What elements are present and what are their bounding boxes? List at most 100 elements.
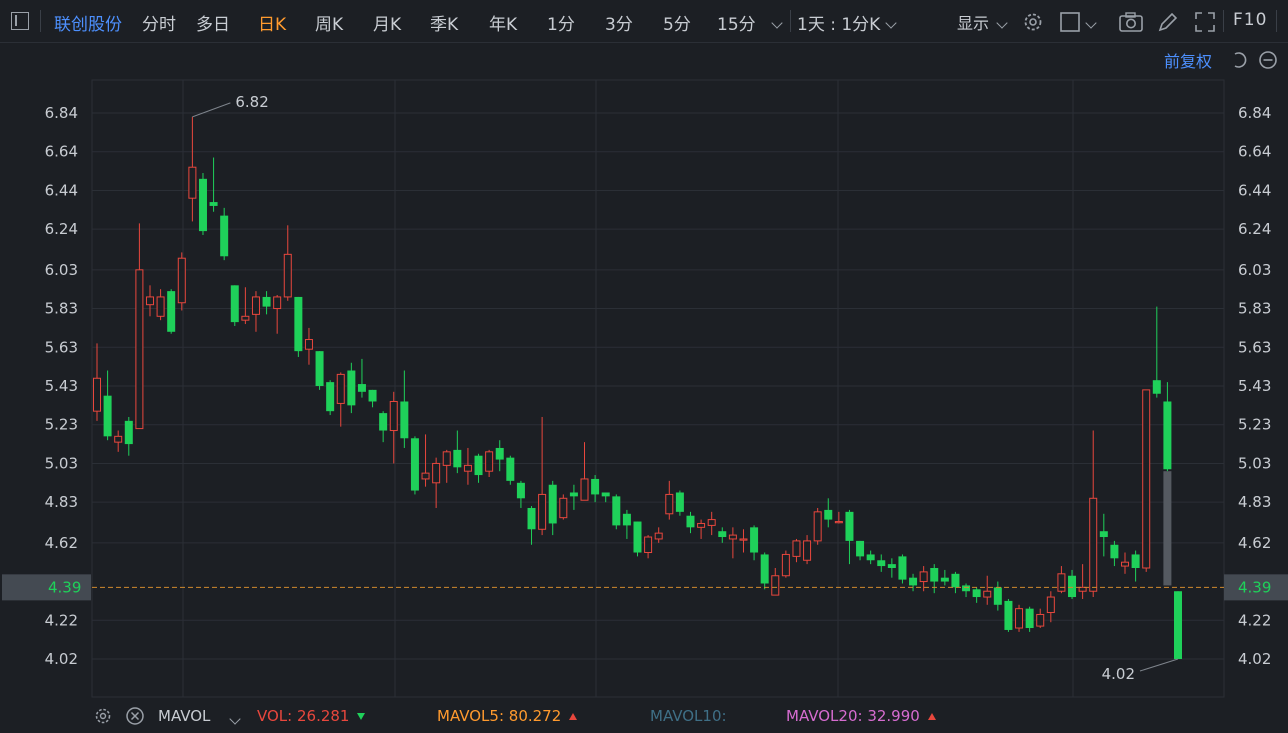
candle-body-up — [813, 511, 822, 542]
current-price-badge-left — [2, 574, 91, 601]
stock-symbol-name[interactable]: 联创股份 — [54, 15, 122, 35]
tab-1-min[interactable]: 1分 — [547, 15, 575, 35]
y-tick-label: 6.84 — [1238, 104, 1271, 122]
candle-body-down — [1004, 600, 1013, 630]
tab-3-min[interactable]: 3分 — [605, 15, 633, 35]
candle-body-up — [156, 296, 165, 317]
display-menu[interactable]: 显示 — [957, 14, 990, 33]
candle-body-up — [177, 257, 186, 304]
candle-body-down — [898, 556, 907, 580]
tab-weekly-k[interactable]: 周K — [315, 15, 344, 35]
candle-body-up — [1121, 561, 1130, 567]
candle-body-up — [580, 478, 589, 501]
indicator-close-icon[interactable] — [125, 706, 145, 726]
candle-body-down — [962, 585, 971, 592]
vol-label: VOL: 26.281 — [257, 707, 350, 725]
y-tick-label: 5.63 — [45, 338, 78, 356]
y-tick-label: 6.24 — [1238, 220, 1271, 238]
y-tick-label: 4.02 — [1238, 650, 1271, 668]
candle-body-down — [612, 496, 621, 526]
camera-icon[interactable] — [1118, 10, 1144, 34]
y-tick-label: 6.03 — [1238, 261, 1271, 279]
candle-body-down — [315, 351, 324, 386]
candle-body-down — [718, 531, 727, 538]
low-annotation-label: 4.02 — [1102, 665, 1135, 683]
tab-yearly-k[interactable]: 年K — [489, 15, 518, 35]
tab-timeshare[interactable]: 分时 — [142, 15, 176, 35]
reset-icon[interactable] — [1229, 50, 1249, 70]
candle-body-up — [283, 253, 292, 298]
candle-body-up — [792, 540, 801, 557]
candle-body-up — [114, 435, 123, 443]
candle-body-down — [951, 573, 960, 588]
candle-body-down — [591, 478, 600, 495]
candle-body-up — [654, 532, 663, 540]
down-arrow-icon — [357, 713, 366, 720]
indicator-chevron-icon[interactable] — [229, 709, 241, 727]
candle-body-up — [781, 553, 790, 577]
tab-daily-k[interactable]: 日K — [258, 15, 287, 35]
tab-quarterly-k[interactable]: 季K — [430, 15, 459, 35]
y-tick-label: 5.63 — [1238, 338, 1271, 356]
candle-body-down — [368, 389, 377, 402]
layers-icon[interactable] — [11, 12, 29, 30]
candle-body-up — [93, 377, 101, 412]
candle-body-up — [304, 339, 313, 350]
candle-body-down — [1174, 591, 1182, 659]
y-tick-label: 4.83 — [1238, 493, 1271, 511]
candle-body-up — [559, 497, 568, 519]
up-arrow-icon — [569, 713, 578, 720]
indicator-settings-gear-icon[interactable] — [93, 706, 113, 726]
y-tick-label: 6.24 — [45, 220, 78, 238]
y-tick-label: 6.84 — [45, 104, 78, 122]
candle-body-down — [357, 384, 366, 392]
y-tick-label: 5.03 — [45, 454, 78, 472]
indicator-name[interactable]: MAVOL — [158, 707, 211, 725]
tab-5-min[interactable]: 5分 — [663, 15, 691, 35]
tab-15-min[interactable]: 15分 — [717, 15, 756, 35]
candle-body-down — [601, 492, 610, 497]
candle-body-up — [538, 493, 547, 530]
tab-multi-day[interactable]: 多日 — [196, 15, 230, 35]
candle-body-up — [665, 493, 674, 515]
toolbar-divider — [1223, 10, 1224, 32]
candle-body-down — [1131, 554, 1140, 568]
candlestick-chart[interactable]: 6.84 6.64 6.44 6.24 6.03 5.83 5.63 5.43 5.23 5.03… — [0, 0, 1288, 700]
candle-body-down — [866, 554, 875, 561]
candle-body-up — [1089, 497, 1098, 592]
y-tick-label: 5.23 — [45, 416, 78, 434]
adjust-mode-forward[interactable]: 前复权 — [1163, 52, 1212, 71]
candle-body-down — [379, 413, 388, 431]
candle-body-down — [993, 587, 1002, 605]
y-tick-label: 5.23 — [1238, 416, 1271, 434]
toolbar-divider — [40, 10, 41, 32]
zoom-out-icon[interactable] — [1258, 50, 1278, 70]
candle-body-down — [495, 447, 504, 460]
gap-shadow-bar — [1163, 471, 1172, 586]
y-tick-label: 6.64 — [1238, 143, 1271, 161]
chart-style-square-icon[interactable] — [1059, 10, 1083, 34]
candle-body-down — [124, 420, 133, 445]
candle-body-up — [983, 590, 992, 598]
candle-body-down — [1152, 380, 1161, 394]
up-arrow-icon — [927, 713, 936, 720]
candle-body-down — [856, 540, 865, 557]
high-annotation-line — [192, 102, 231, 118]
pencil-draw-icon[interactable] — [1156, 10, 1180, 34]
candle-body-down — [400, 401, 409, 439]
candle-body-down — [453, 449, 462, 468]
candle-body-down — [845, 511, 854, 541]
candle-body-down — [209, 202, 218, 206]
interval-combo-select[interactable]: 1天 : 1分K — [797, 15, 881, 35]
f10-button[interactable]: F10 — [1233, 10, 1268, 30]
high-annotation-label: 6.82 — [235, 93, 268, 111]
fullscreen-icon[interactable] — [1193, 10, 1217, 34]
settings-gear-icon[interactable] — [1021, 10, 1045, 34]
candle-body-up — [273, 296, 282, 310]
candle-body-down — [527, 507, 536, 530]
candle-body-up — [442, 451, 451, 466]
candle-body-down — [569, 492, 578, 497]
candle-body-down — [347, 370, 356, 406]
mavol5-value: MAVOL5: 80.272 — [437, 707, 578, 725]
tab-monthly-k[interactable]: 月K — [373, 15, 402, 35]
